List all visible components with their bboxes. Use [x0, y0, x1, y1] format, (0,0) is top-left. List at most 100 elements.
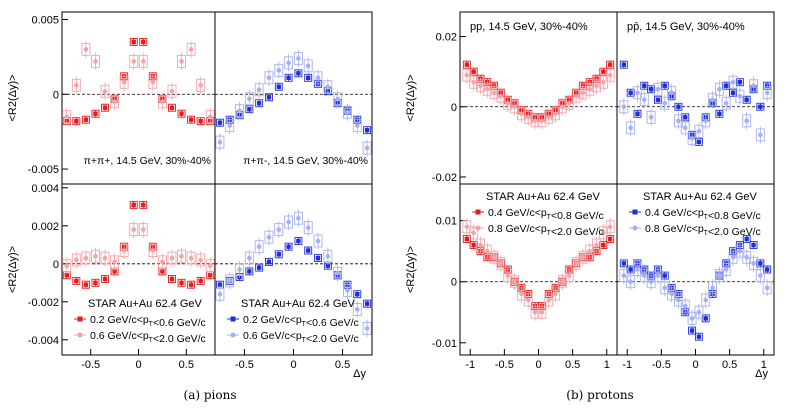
data-point [662, 273, 667, 278]
data-point [730, 90, 736, 95]
data-point [471, 69, 476, 74]
sys-box [530, 114, 540, 128]
series-1 [462, 218, 615, 321]
data-point [751, 242, 756, 248]
sys-box [129, 54, 139, 68]
data-point [207, 263, 213, 269]
y-axis-label: <R2(Δy)> [405, 246, 417, 293]
sys-box [294, 69, 303, 78]
sys-box [129, 200, 138, 209]
sys-box [71, 78, 81, 92]
data-point [188, 255, 194, 261]
sys-box [749, 79, 758, 93]
sys-box [756, 259, 765, 268]
data-point [478, 242, 483, 248]
sys-box [274, 63, 284, 77]
legend: STAR Au+Au 62.4 GeV 0.4 GeV/c<pT<0.8 GeV/… [629, 191, 761, 238]
data-point [286, 219, 291, 225]
sys-box [639, 93, 649, 107]
sys-box [647, 85, 656, 94]
legend-label: 0.4 GeV/c<pT<0.8 GeV/c [645, 207, 761, 222]
x-tick-label: 1 [604, 359, 610, 371]
legend: STAR Au+Au 62.4 GeV 0.2 GeV/c<pT<0.6 GeV/… [74, 298, 206, 345]
data-point [345, 288, 350, 293]
sys-box [323, 249, 333, 263]
data-point [621, 104, 627, 110]
sys-box [343, 105, 352, 119]
sys-box [605, 220, 615, 234]
sys-box [762, 86, 772, 100]
data-point [471, 230, 476, 236]
sys-box [81, 115, 90, 124]
data-point [498, 93, 504, 99]
y-tick-label: -0.02 [432, 172, 457, 184]
sys-box [205, 259, 215, 273]
caption-b: (b) protons [566, 388, 633, 402]
data-point [717, 111, 722, 116]
sys-box [244, 92, 254, 106]
series-1 [215, 209, 372, 337]
sys-box [688, 326, 697, 335]
data-point [305, 63, 311, 69]
sys-box [633, 86, 642, 100]
sys-box [245, 267, 254, 276]
data-point [758, 273, 763, 278]
sys-box [721, 96, 731, 110]
sys-box [551, 287, 561, 301]
data-point [532, 118, 538, 124]
sys-box [196, 253, 206, 267]
data-point [160, 259, 165, 265]
sys-box [167, 251, 177, 265]
sys-box [626, 121, 636, 135]
sys-box [274, 250, 283, 259]
sys-box [293, 51, 303, 65]
x-tick-label: -0.5 [495, 359, 514, 371]
sys-box [265, 93, 273, 102]
data-point [464, 72, 470, 78]
sys-box [530, 305, 540, 319]
sys-box [489, 86, 499, 100]
data-point [345, 109, 350, 115]
data-point [655, 86, 661, 92]
legend-marker [77, 332, 83, 338]
x-axis-label: Δy [353, 368, 366, 380]
sys-box [660, 271, 669, 280]
data-point [751, 261, 756, 266]
sys-box [633, 109, 642, 118]
data-point [764, 285, 770, 291]
data-point [131, 202, 136, 208]
data-point [621, 62, 627, 67]
data-point [601, 242, 606, 248]
data-point [655, 97, 661, 102]
series-1 [462, 66, 615, 130]
data-point [696, 139, 702, 145]
sys-box [694, 124, 704, 138]
data-point [478, 83, 483, 89]
sys-box [537, 114, 547, 128]
data-point [217, 139, 223, 145]
sys-box [687, 131, 697, 145]
data-point [93, 59, 98, 64]
data-point [188, 282, 194, 287]
sys-box [157, 95, 167, 109]
sys-box [157, 255, 167, 269]
data-point [758, 261, 763, 266]
sys-box [496, 256, 506, 270]
data-point [364, 326, 370, 331]
sys-box [735, 89, 745, 103]
sys-box [129, 37, 138, 46]
data-point [208, 273, 213, 278]
sys-box [196, 78, 206, 92]
sys-box [81, 42, 91, 56]
data-point [227, 278, 233, 284]
data-point [150, 79, 156, 85]
sys-box [62, 110, 72, 124]
data-point [587, 86, 592, 92]
data-point [505, 273, 511, 278]
data-point [315, 238, 321, 244]
sys-box [619, 60, 628, 69]
x-tick-label: 0.5 [335, 359, 350, 371]
sys-box [284, 56, 294, 70]
data-point [662, 100, 668, 106]
data-point [621, 261, 627, 266]
